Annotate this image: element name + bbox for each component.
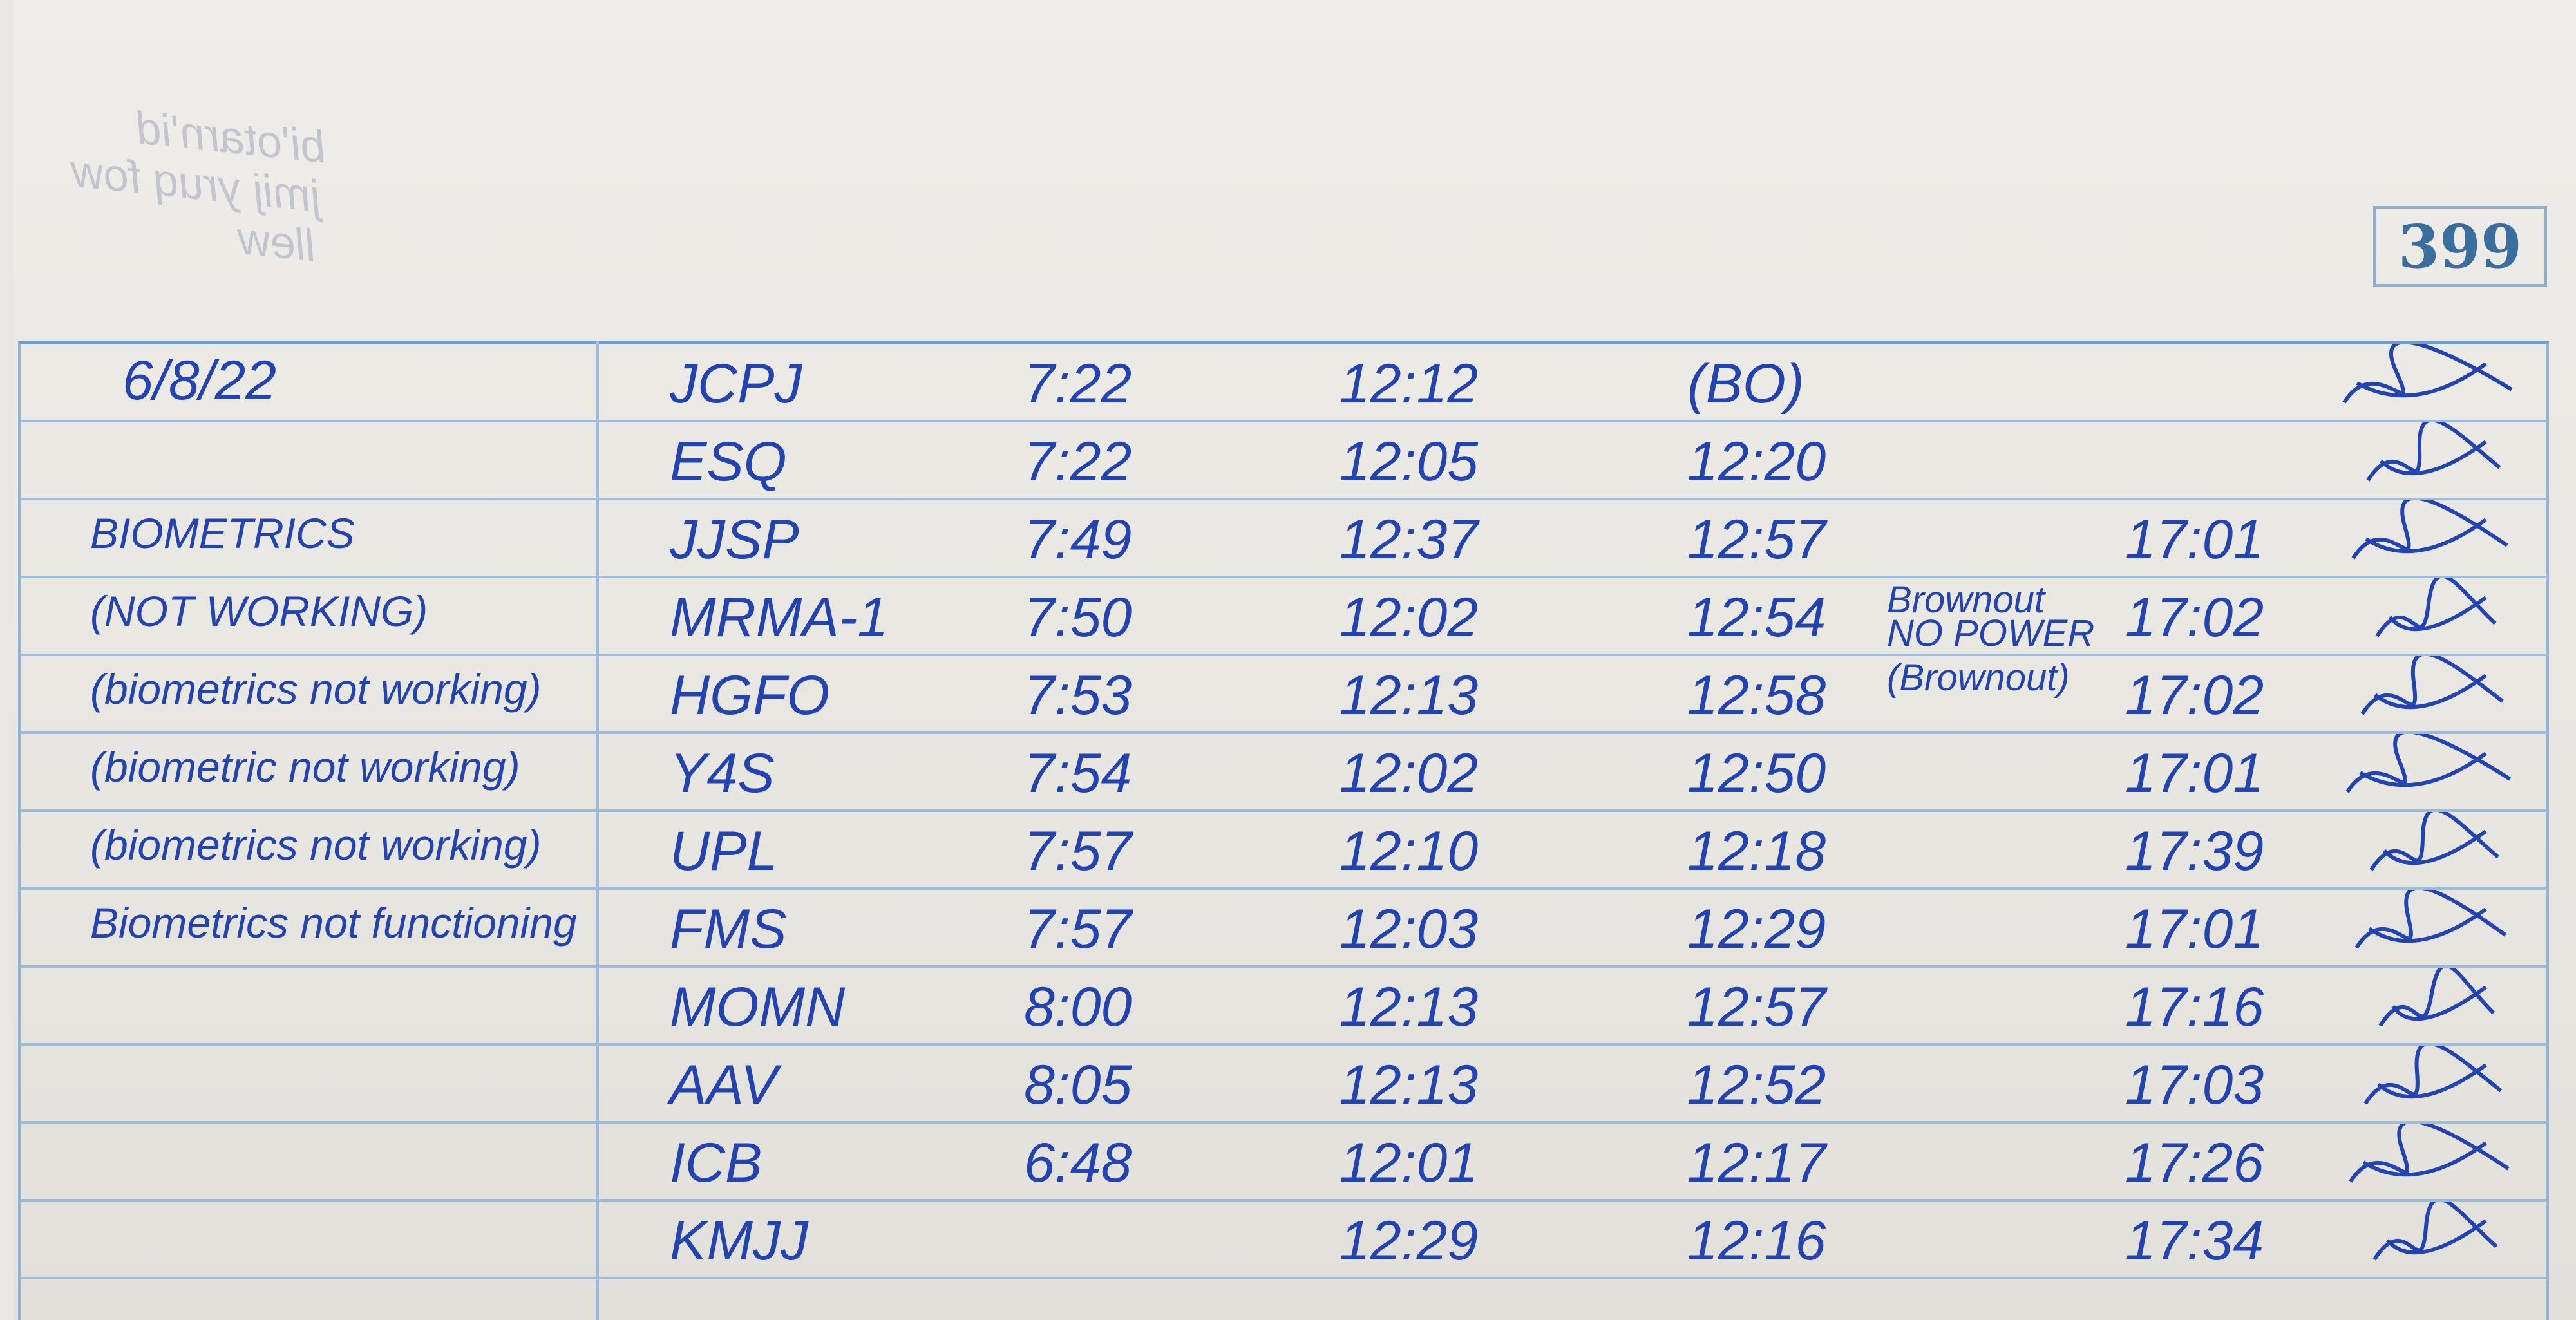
time-in-am: 7:22 [1024,353,1132,415]
table-row: (biometrics not working) UPL 7:57 12:10 12:1… [0,812,2576,890]
time-in-am: 7:57 [1024,898,1132,960]
time-out-am: 12:13 [1340,665,1479,726]
page-number: 399 [2373,206,2547,287]
attendance-table [18,341,2549,1320]
signature [2366,422,2501,482]
employee-initials: MOMN [670,976,846,1038]
signature [2351,500,2508,560]
time-out-pm: 17:39 [2125,820,2264,882]
employee-initials: AAV [670,1054,778,1116]
remark-text: (NOT WORKING) [90,587,428,635]
time-out-am: 12:03 [1340,898,1479,960]
time-in-pm: 12:18 [1687,820,1826,882]
table-row: Biometrics not functioning FMS 7:57 12:03 12… [0,890,2576,968]
table-row: KMJJ 12:29 12:16 17:34 [0,1202,2576,1279]
time-out-am: 12:02 [1340,587,1479,648]
time-in-pm: 12:57 [1687,976,1826,1038]
time-in-am: 7:54 [1024,742,1132,804]
time-out-am: 12:12 [1340,353,1479,415]
table-row: (NOT WORKING) MRMA-1 7:50 12:02 12:54 Brownou… [0,578,2576,656]
time-out-am: 12:13 [1340,976,1479,1038]
remark-text: Biometrics not functioning [90,899,577,947]
signature [2349,1124,2510,1183]
time-in-pm: 12:20 [1687,431,1826,493]
table-row: (biometrics not working) HGFO 7:53 12:13 12:… [0,656,2576,734]
table-row: (biometric not working) Y4S 7:54 12:02 12:50… [0,734,2576,812]
time-in-pm: 12:57 [1687,509,1826,570]
signature [2345,734,2512,793]
table-row: ESQ 7:22 12:05 12:20 [0,422,2576,500]
time-in-pm: 12:50 [1687,742,1826,804]
signature [2363,1046,2503,1105]
remark-text: (biometric not working) [90,743,520,791]
time-in-pm: (BO) [1687,353,1804,415]
remark-text: (biometrics not working) [90,665,542,713]
time-out-pm: 17:02 [2125,587,2264,648]
table-row: MOMN 8:00 12:13 12:57 17:16 [0,968,2576,1046]
time-out-am: 12:10 [1340,820,1479,882]
time-out-pm: 17:26 [2125,1132,2264,1194]
time-in-pm: 12:16 [1687,1210,1826,1272]
time-in-am: 7:22 [1024,431,1132,493]
time-in-pm: 12:58 [1687,665,1826,726]
signature [2375,578,2497,637]
entry-date: 6/8/22 [122,350,277,411]
time-in-am: 7:50 [1024,587,1132,648]
power-note: (Brownout) [1887,657,2070,699]
time-in-am: 7:49 [1024,509,1132,570]
employee-initials: MRMA-1 [670,587,889,648]
time-out-am: 12:05 [1340,431,1479,493]
table-row: AAV 8:05 12:13 12:52 17:03 [0,1046,2576,1124]
time-in-pm: 12:17 [1687,1132,1826,1194]
employee-initials: UPL [670,820,778,882]
remark-text: BIOMETRICS [90,509,355,557]
signature [2342,344,2513,404]
signature [2372,1202,2498,1261]
time-in-pm: 12:29 [1687,898,1826,960]
time-out-pm: 17:01 [2125,742,2264,804]
time-out-pm: 17:01 [2125,509,2264,570]
table-row: ICB 6:48 12:01 12:17 17:26 [0,1124,2576,1202]
time-in-am: 6:48 [1024,1132,1132,1194]
column-divider [596,341,599,1320]
power-note: Brownout NO POWER [1887,579,2095,655]
signature [2354,890,2507,949]
signature [2360,656,2504,715]
time-in-am: 8:00 [1024,976,1132,1038]
table-row: JCPJ 7:22 12:12 (BO) [0,344,2576,422]
time-in-pm: 12:54 [1687,587,1826,648]
time-in-pm: 12:52 [1687,1054,1826,1116]
time-out-am: 12:02 [1340,742,1479,804]
remark-text: (biometrics not working) [90,821,542,869]
time-out-pm: 17:02 [2125,665,2264,726]
bleed-through-text: bi'otarn'id jmij yruq fow llew [64,97,328,271]
employee-initials: JCPJ [670,353,802,415]
time-out-am: 12:29 [1340,1210,1479,1272]
time-out-pm: 17:34 [2125,1210,2264,1272]
time-in-am: 8:05 [1024,1054,1132,1116]
time-out-pm: 17:16 [2125,976,2264,1038]
time-out-pm: 17:03 [2125,1054,2264,1116]
time-out-pm: 17:01 [2125,898,2264,960]
time-out-am: 12:13 [1340,1054,1479,1116]
signature [2378,968,2496,1027]
employee-initials: JJSP [670,509,799,570]
time-out-am: 12:37 [1340,509,1479,570]
employee-initials: ICB [670,1132,762,1194]
employee-initials: HGFO [670,665,830,726]
signature [2369,812,2499,871]
table-row: BIOMETRICS JJSP 7:49 12:37 12:57 17:01 [0,500,2576,578]
employee-initials: ESQ [670,431,787,493]
employee-initials: KMJJ [670,1210,808,1272]
employee-initials: FMS [670,898,787,960]
time-in-am: 7:57 [1024,820,1132,882]
time-out-am: 12:01 [1340,1132,1479,1194]
time-in-am: 7:53 [1024,665,1132,726]
employee-initials: Y4S [670,742,775,804]
